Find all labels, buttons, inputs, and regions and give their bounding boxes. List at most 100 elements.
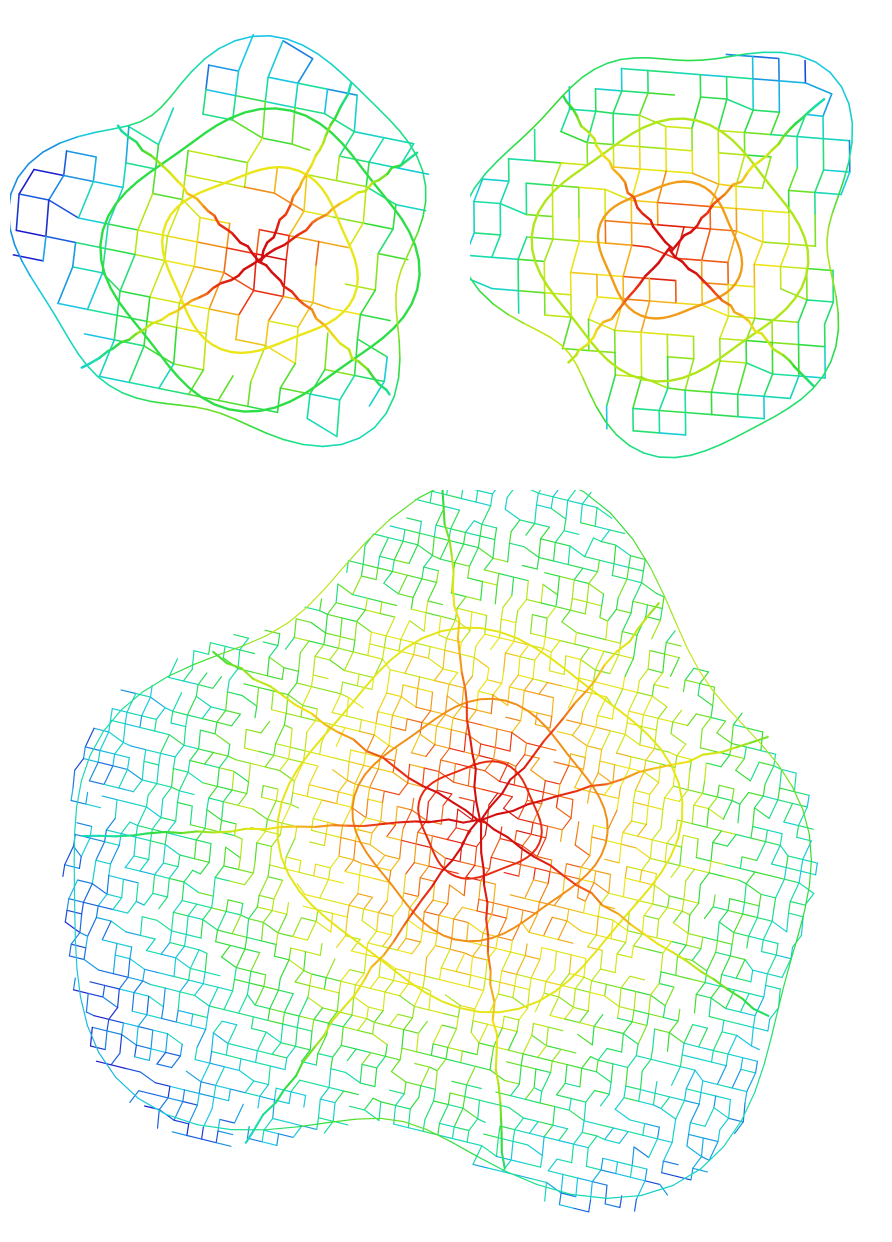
bottom-street-segment [507, 762, 517, 767]
bottom-street-segment [610, 1063, 614, 1084]
bottom-street-segment [328, 1086, 345, 1092]
bottom-street-segment [106, 893, 123, 899]
bottom-street-segment [625, 1085, 642, 1091]
bottom-street-segment [238, 1069, 255, 1082]
bottom-street-segment [645, 759, 662, 765]
top-left-street-segment [202, 88, 207, 115]
bottom-street-segment [743, 901, 760, 907]
bottom-street-segment [551, 916, 568, 922]
bottom-street-segment [716, 1065, 727, 1086]
top-right-arterial-road [662, 246, 671, 258]
bottom-street-segment [426, 945, 436, 958]
bottom-street-segment [444, 994, 461, 1007]
bottom-street-segment [183, 869, 194, 883]
bottom-street-segment [212, 676, 223, 689]
bottom-street-segment [171, 786, 180, 792]
bottom-street-segment [310, 818, 314, 831]
bottom-street-segment [758, 893, 762, 907]
bottom-street-segment [285, 856, 302, 862]
bottom-arterial-road [480, 851, 485, 871]
top-left-street-segment [315, 240, 320, 267]
bottom-street-segment [559, 829, 563, 842]
bottom-street-segment [235, 759, 251, 764]
bottom-street-segment [687, 914, 691, 935]
bottom-street-segment [383, 790, 400, 796]
bottom-street-segment [325, 632, 341, 638]
bottom-street-segment [492, 557, 509, 563]
bottom-street-segment [323, 833, 327, 847]
top-left-arterial-road [126, 135, 138, 144]
bottom-street-segment [461, 1050, 478, 1056]
bottom-street-segment [551, 1048, 562, 1062]
top-left-boundary-road [411, 230, 420, 246]
bottom-street-segment [365, 798, 369, 819]
top-right-street-segment [691, 96, 702, 130]
bottom-street-segment [366, 1006, 369, 1020]
bottom-street-segment [218, 755, 229, 769]
top-right-arterial-road [657, 254, 665, 265]
bottom-street-segment [586, 582, 590, 603]
top-right-boundary-road [661, 57, 676, 61]
bottom-street-segment [124, 711, 128, 725]
top-right-boundary-road [560, 85, 573, 98]
bottom-street-segment [710, 841, 714, 862]
top-left-street-segment [157, 107, 175, 146]
top-right-street-segment [647, 92, 676, 96]
bottom-street-segment [262, 910, 273, 923]
bottom-street-segment [413, 843, 417, 864]
top-right-boundary-road [826, 226, 830, 241]
bottom-street-segment [745, 883, 762, 895]
bottom-arterial-road [523, 754, 535, 770]
top-right-street-segment [805, 267, 834, 272]
top-left-street-segment [326, 88, 359, 96]
bottom-street-segment [552, 541, 556, 562]
bottom-street-segment [348, 749, 352, 763]
bottom-street-segment [68, 943, 72, 957]
bottom-street-segment [637, 899, 654, 905]
bottom-street-segment [455, 1016, 459, 1030]
bottom-boundary-road [790, 934, 799, 960]
bottom-street-segment [235, 948, 246, 969]
bottom-boundary-road [700, 1146, 725, 1170]
top-left-boundary-road [302, 443, 324, 448]
bottom-street-segment [459, 861, 476, 866]
bottom-street-segment [554, 1105, 571, 1111]
bottom-street-segment [545, 980, 562, 986]
bottom-street-segment [217, 1118, 221, 1132]
top-right-street-segment [684, 389, 713, 394]
bottom-street-segment [139, 858, 150, 872]
top-right-street-segment [648, 277, 677, 282]
bottom-street-segment [312, 674, 329, 680]
bottom-street-segment [221, 819, 237, 825]
bottom-street-segment [227, 1024, 238, 1045]
top-right-street-segment [778, 79, 807, 84]
bottom-street-segment [767, 1018, 771, 1032]
bottom-street-segment [488, 856, 492, 870]
bottom-street-segment [367, 1006, 384, 1012]
bottom-street-segment [766, 829, 783, 835]
bottom-boundary-road [266, 622, 289, 636]
bottom-street-segment [338, 855, 355, 861]
bottom-street-segment [269, 1065, 286, 1071]
top-right-street-segment [630, 222, 659, 226]
bottom-street-segment [633, 990, 637, 1011]
bottom-street-segment [658, 982, 675, 988]
bottom-street-segment [735, 833, 752, 839]
bottom-street-segment [523, 678, 534, 692]
bottom-street-segment [373, 878, 390, 883]
bottom-street-segment [246, 936, 263, 942]
top-right-boundary-road [588, 390, 598, 408]
bottom-street-segment [249, 762, 266, 768]
bottom-street-segment [306, 920, 317, 941]
top-right-street-segment [534, 160, 562, 164]
bottom-street-segment [608, 873, 612, 894]
bottom-street-segment [377, 900, 388, 914]
bottom-arterial-road [450, 553, 455, 574]
bottom-street-segment [261, 1141, 278, 1147]
bottom-street-segment [777, 799, 794, 804]
top-left-boundary-road [416, 155, 424, 172]
bottom-arterial-road [480, 818, 495, 831]
bottom-arterial-road [281, 693, 297, 706]
bottom-street-segment [689, 902, 700, 916]
bottom-arterial-road [244, 1129, 255, 1144]
